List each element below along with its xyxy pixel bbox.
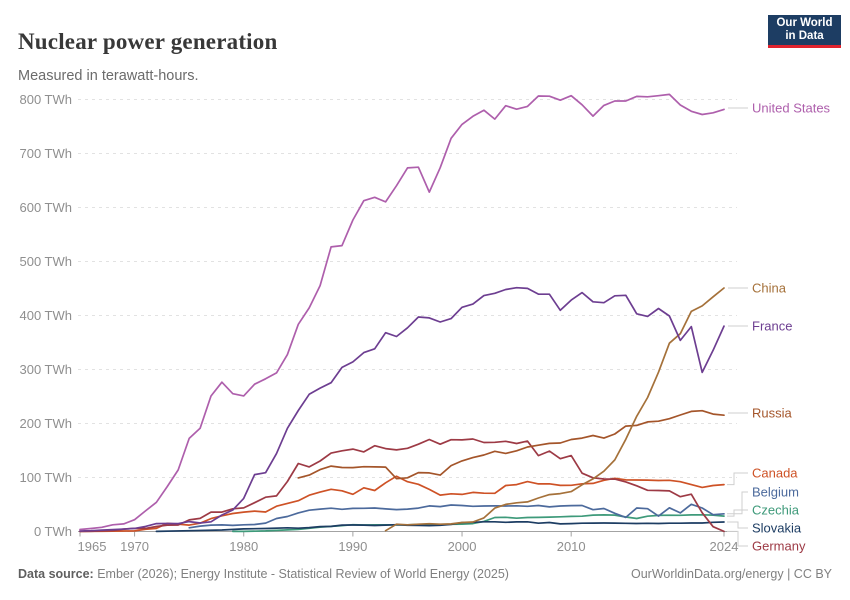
series-line-united-states[interactable] [79,93,725,531]
nuclear-generation-chart: 0 TWh 100 TWh 200 TWh 300 TWh 400 TWh 500 TWh… [19,92,831,554]
x-tick-label-2000: 2000 [448,539,477,554]
owid-logo[interactable]: Our World in Data [768,15,841,48]
owid-link[interactable]: OurWorldinData.org/energy | CC BY [630,567,832,581]
series-label-slovakia[interactable]: Slovakia [752,521,802,536]
y-tick-label-500: 500 TWh [19,254,72,269]
series-connector-canada [727,472,748,486]
x-tick-label-1990: 1990 [338,539,367,554]
series-label-china[interactable]: China [752,281,787,296]
x-tick-label-1965: 1965 [78,539,107,554]
series-label-united-states[interactable]: United States [752,101,831,116]
y-tick-label-600: 600 TWh [19,200,72,215]
series-connector-czechia [727,509,748,517]
series-label-france[interactable]: France [752,319,792,334]
page-title: Nuclear power generation [18,29,278,55]
x-tick-label-1980: 1980 [229,539,258,554]
data-source-note: Data source: Ember (2026); Energy Instit… [18,567,509,581]
chart-footer: Data source: Ember (2026); Energy Instit… [18,567,832,581]
series-line-slovakia[interactable] [155,520,725,533]
series-line-china[interactable] [384,287,725,532]
owid-logo-line2: in Data [785,30,824,42]
series-connector-germany [727,530,748,547]
series-line-canada[interactable] [79,475,725,533]
series-connector-belgium [727,491,748,515]
data-source-label: Data source: [18,567,94,581]
x-tick-label-1970: 1970 [120,539,149,554]
page-subtitle: Measured in terawatt-hours. [18,67,199,84]
series-line-france[interactable] [79,286,725,532]
y-tick-label-100: 100 TWh [19,470,72,485]
series-line-russia[interactable] [297,409,725,480]
series-connector-slovakia [727,521,748,529]
y-tick-label-300: 300 TWh [19,362,72,377]
series-label-canada[interactable]: Canada [752,466,798,481]
y-tick-label-800: 800 TWh [19,92,72,107]
y-tick-label-700: 700 TWh [19,146,72,161]
x-tick-label-2010: 2010 [557,539,586,554]
data-source-text: Ember (2026); Energy Institute - Statist… [93,567,509,581]
y-tick-label-200: 200 TWh [19,416,72,431]
series-label-belgium[interactable]: Belgium [752,485,799,500]
series-label-russia[interactable]: Russia [752,406,793,421]
x-tick-label-2024: 2024 [710,539,739,554]
series-line-germany[interactable] [79,438,725,533]
owid-logo-line1: Our World [776,17,833,29]
y-tick-label-0: 0 TWh [34,524,72,539]
series-label-czechia[interactable]: Czechia [752,503,800,518]
y-tick-label-400: 400 TWh [19,308,72,323]
series-label-germany[interactable]: Germany [752,539,806,554]
series-line-belgium[interactable] [188,503,725,529]
